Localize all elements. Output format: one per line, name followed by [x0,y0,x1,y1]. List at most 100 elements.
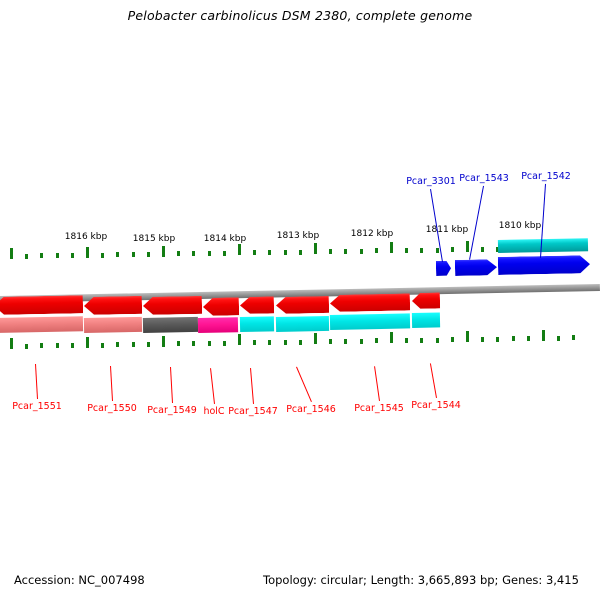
ruler-tick [344,248,348,254]
forward-gene-label[interactable]: Pcar_1543 [459,173,509,184]
ruler-tick [238,334,241,346]
ruler-tick [344,338,348,344]
ruler-tick [329,249,333,255]
ruler-label: 1810 kbp [498,221,542,231]
reverse-gene-label[interactable]: Pcar_1544 [411,400,461,411]
ruler-tick [86,336,89,348]
reverse-label-leader [250,367,255,404]
ruler-tick [222,250,226,256]
ruler-tick [496,336,500,342]
ruler-tick [55,253,59,259]
ruler-tick [10,247,13,259]
ruler-label: 1814 kbp [203,234,247,244]
ruler-tick [390,242,393,254]
ruler-tick [511,336,515,342]
ruler-tick [359,248,363,254]
ruler-tick [253,250,257,256]
ruler-tick [435,247,439,253]
ruler-tick [420,337,424,343]
reverse-gene-label[interactable]: Pcar_1547 [228,406,278,417]
ruler-tick [466,241,469,252]
ruler-tick [40,343,44,349]
ruler-tick [162,245,165,257]
ruler-tick [420,247,424,253]
ruler-tick [359,338,363,344]
ruler-tick [268,250,272,255]
ruler-tick [466,331,469,342]
ruler-tick [253,340,257,346]
ruler-tick [222,340,226,346]
reverse-gene-label[interactable]: Pcar_1549 [147,405,197,416]
ruler-tick [435,337,439,343]
ruler-tick [557,335,561,341]
ruler-tick [177,341,181,347]
ruler-tick [10,337,13,349]
ruler-tick [25,343,29,349]
ruler-tick [405,337,409,343]
ruler-tick [70,252,74,258]
reverse-label-leader [169,366,174,403]
ruler-tick [481,246,485,252]
reverse-gene-label[interactable]: Pcar_1545 [354,403,404,414]
reverse-label-leader [34,363,39,399]
accession-text: Accession: NC_007498 [14,573,145,587]
ruler-tick [192,251,196,257]
ruler-tick [131,342,135,347]
page-title: Pelobacter carbinolicus DSM 2380, comple… [127,8,473,23]
ruler-tick [314,333,317,345]
forward-gene-label[interactable]: Pcar_1542 [521,171,571,182]
ruler-tick [268,340,272,345]
ruler-tick [374,248,378,254]
reverse-label-leader [373,365,381,401]
reverse-gene-label[interactable]: Pcar_1550 [87,403,137,414]
ruler-tick [207,340,211,346]
ruler-tick [131,252,135,257]
ruler-tick [40,253,44,259]
ruler-tick [374,338,378,344]
ruler-label: 1813 kbp [276,231,320,241]
ruler-tick [25,253,29,259]
ruler-tick [70,342,74,348]
ruler-tick [116,342,120,348]
ruler-label: 1811 kbp [425,225,469,235]
forward-gene-label[interactable]: Pcar_3301 [406,176,456,187]
ruler-tick [298,249,302,255]
ruler-label: 1816 kbp [64,232,108,242]
ruler-tick [572,335,576,341]
ruler-label: 1812 kbp [350,229,394,239]
ruler-tick [101,252,105,258]
ruler-tick [55,343,59,349]
reverse-label-leader [109,365,114,401]
ruler-tick [481,336,485,342]
ruler-tick [314,243,317,255]
ruler-tick [146,341,150,347]
ruler-tick [238,244,241,256]
ruler-tick [450,247,454,253]
reverse-label-leader [430,363,438,398]
reverse-gene-label[interactable]: Pcar_1546 [286,404,336,415]
ruler-tick [162,335,165,347]
genome-stats-text: Topology: circular; Length: 3,665,893 bp… [263,573,579,587]
ruler-tick [390,332,393,344]
ruler-tick [192,341,196,347]
ruler-tick [526,336,530,342]
ruler-label: 1815 kbp [132,234,176,244]
ruler-tick [542,329,545,341]
ruler-tick [405,247,409,253]
ruler-tick [177,251,181,257]
reverse-gene-label[interactable]: Pcar_1551 [12,401,62,412]
ruler-tick [207,250,211,256]
reverse-label-leader [210,367,216,404]
ruler-tick [329,339,333,345]
ruler-tick [283,249,287,255]
ruler-tick [146,251,150,257]
reverse-gene-label[interactable]: holC [203,406,225,417]
reverse-label-leader [295,366,313,402]
ruler-tick [86,246,89,258]
ruler-tick [283,339,287,345]
